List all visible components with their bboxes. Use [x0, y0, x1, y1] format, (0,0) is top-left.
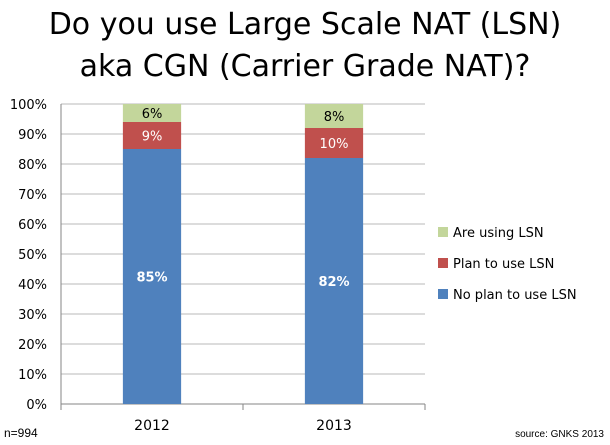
y-tick-label: 20% — [18, 338, 47, 353]
bar-are-using-lsn-2013 — [304, 104, 364, 128]
data-label-plan-to-use-lsn-2013: 10% — [320, 137, 349, 152]
y-tick-label: 70% — [18, 188, 47, 203]
y-tick-label: 10% — [18, 368, 47, 383]
y-tick-label: 60% — [18, 218, 47, 233]
legend-swatch-no-plan-to-use-lsn — [438, 289, 448, 299]
y-tick-label: 90% — [18, 128, 47, 143]
legend-label-no-plan-to-use-lsn: No plan to use LSN — [453, 288, 577, 303]
data-label-no-plan-to-use-lsn-2013: 82% — [318, 275, 349, 290]
y-tick-label: 80% — [18, 158, 47, 173]
sample-size-note: n=994 — [4, 426, 38, 440]
y-tick-label: 100% — [10, 98, 47, 113]
data-label-are-using-lsn-2012: 6% — [142, 107, 163, 122]
chart-title-line-2: aka CGN (Carrier Grade NAT)? — [79, 49, 531, 84]
y-tick-label: 0% — [26, 398, 47, 413]
y-tick-label: 50% — [18, 248, 47, 263]
source-note: source: GNKS 2013 — [515, 429, 604, 440]
legend-label-plan-to-use-lsn: Plan to use LSN — [453, 257, 554, 272]
data-label-plan-to-use-lsn-2012: 9% — [142, 130, 163, 145]
y-tick-label: 40% — [18, 278, 47, 293]
data-label-no-plan-to-use-lsn-2012: 85% — [136, 271, 167, 286]
bar-no-plan-to-use-lsn-2012 — [122, 149, 182, 404]
legend-swatch-plan-to-use-lsn — [438, 258, 448, 268]
bar-are-using-lsn-2012 — [122, 104, 182, 122]
x-tick-label: 2012 — [134, 418, 170, 434]
bar-plan-to-use-lsn-2012 — [122, 122, 182, 149]
data-label-are-using-lsn-2013: 8% — [324, 110, 345, 125]
legend-label-are-using-lsn: Are using LSN — [453, 226, 544, 241]
chart-title: Do you use Large Scale NAT (LSN) aka CGN… — [0, 4, 610, 88]
bar-plan-to-use-lsn-2013 — [304, 128, 364, 158]
chart-title-line-1: Do you use Large Scale NAT (LSN) — [48, 7, 562, 42]
bar-no-plan-to-use-lsn-2013 — [304, 158, 364, 404]
legend-swatch-are-using-lsn — [438, 227, 448, 237]
y-tick-label: 30% — [18, 308, 47, 323]
x-tick-label: 2013 — [316, 418, 352, 434]
